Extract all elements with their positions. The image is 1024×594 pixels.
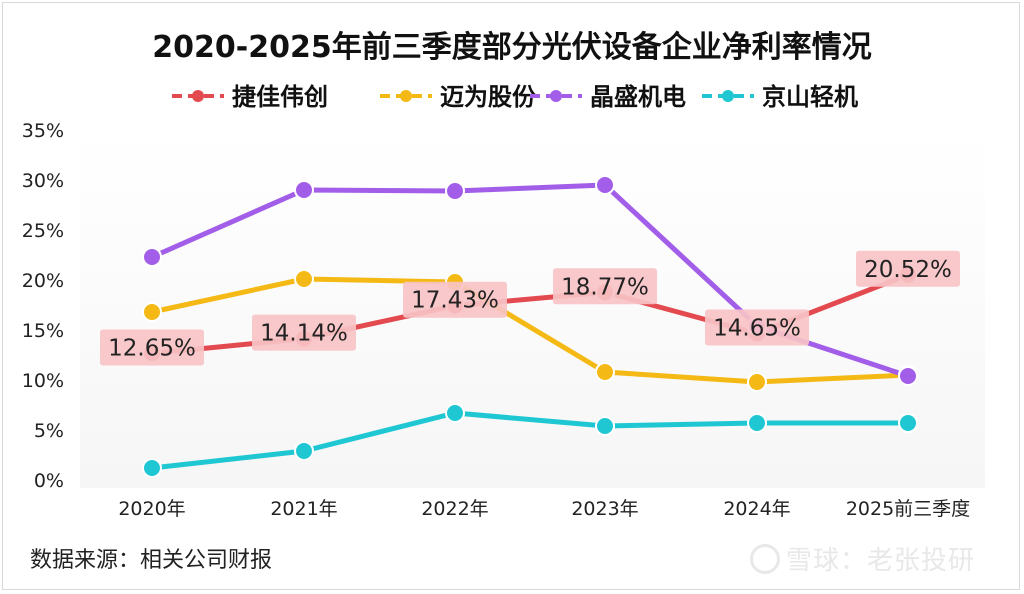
series-line (149, 276, 911, 385)
data-label-text: 20.52% (864, 257, 952, 283)
data-point (142, 302, 162, 322)
snowball-logo-icon (750, 543, 780, 574)
series-line (149, 410, 911, 471)
legend-item: 晶盛机电 (530, 83, 686, 111)
x-tick-label: 2025前三季度 (846, 498, 970, 520)
x-tick-label: 2020年 (118, 498, 185, 520)
legend-label: 迈为股份 (440, 83, 537, 111)
data-point (294, 269, 314, 289)
data-point (898, 413, 918, 433)
x-axis: 2020年 2021年 2022年 2023年 2024年 2025前三季度 (118, 498, 970, 520)
data-label-box (100, 329, 204, 366)
data-label-text: 18.77% (561, 274, 649, 300)
watermark: 雪球：老张投研 (750, 540, 975, 577)
x-tick-label: 2022年 (421, 498, 488, 520)
data-label: 17.43% (403, 281, 507, 318)
y-axis: 0% 5% 10% 15% 20% 25% 30% 35% (22, 120, 64, 492)
legend-item: 捷佳伟创 (172, 83, 328, 111)
legend-marker (400, 90, 412, 102)
y-tick-label: 25% (22, 220, 64, 242)
data-label-text: 14.14% (260, 321, 348, 347)
data-point (747, 413, 767, 433)
legend-item: 京山轻机 (702, 83, 858, 111)
data-point (595, 175, 615, 195)
data-point (445, 403, 465, 423)
data-label-box (403, 281, 507, 318)
legend-marker (722, 90, 734, 102)
y-tick-label: 10% (22, 370, 64, 392)
data-point (142, 247, 162, 267)
data-label-text: 14.65% (713, 316, 801, 342)
data-label: 14.14% (252, 314, 356, 351)
legend-label: 捷佳伟创 (232, 83, 328, 111)
legend-label: 晶盛机电 (590, 83, 686, 111)
data-label: 18.77% (553, 268, 657, 305)
legend: 捷佳伟创 迈为股份 晶盛机电 京山轻机 (172, 83, 858, 111)
data-point (898, 366, 918, 386)
data-label: 14.65% (705, 309, 809, 346)
data-point (445, 181, 465, 201)
y-tick-label: 5% (34, 420, 64, 442)
data-source-note: 数据来源：相关公司财报 (30, 548, 273, 573)
chart-title: 2020-2025年前三季度部分光伏设备企业净利率情况 (152, 30, 871, 65)
data-label-box (856, 250, 960, 287)
y-tick-label: 0% (34, 470, 64, 492)
data-point (294, 441, 314, 461)
x-tick-label: 2023年 (571, 498, 638, 520)
data-label-box (252, 314, 356, 351)
legend-label: 京山轻机 (762, 83, 858, 111)
data-point (595, 362, 615, 382)
data-labels: 12.65% 14.14% 17.43% 18.77% 14.65% 20.52% (100, 250, 960, 366)
data-label-text: 12.65% (108, 336, 196, 362)
data-point (294, 180, 314, 200)
legend-marker (550, 90, 562, 102)
data-label: 20.52% (856, 250, 960, 287)
data-point (142, 458, 162, 478)
data-label-text: 17.43% (411, 288, 499, 314)
y-tick-label: 30% (22, 170, 64, 192)
legend-marker (192, 90, 204, 102)
data-label: 12.65% (100, 329, 204, 366)
legend-item: 迈为股份 (380, 83, 537, 111)
data-point (747, 372, 767, 392)
data-label-box (705, 309, 809, 346)
y-tick-label: 35% (22, 120, 64, 142)
watermark-text: 雪球：老张投研 (786, 546, 976, 576)
x-tick-label: 2021年 (270, 498, 337, 520)
data-point (595, 416, 615, 436)
y-tick-label: 15% (22, 320, 64, 342)
data-label-box (553, 268, 657, 305)
x-tick-label: 2024年 (723, 498, 790, 520)
y-tick-label: 20% (22, 270, 64, 292)
